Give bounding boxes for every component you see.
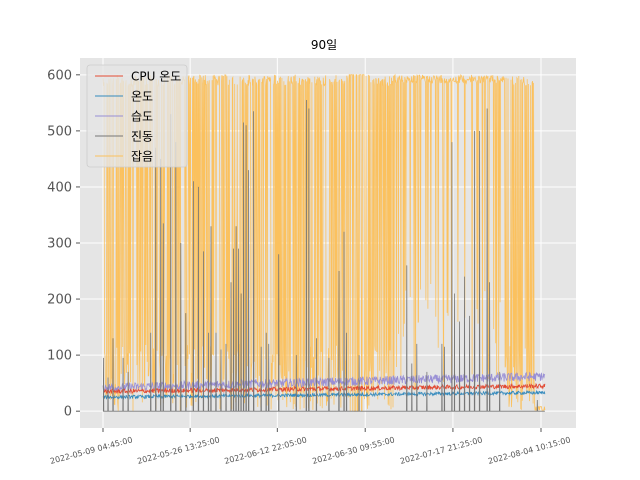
legend-label: CPU 온도 <box>131 70 181 84</box>
y-tick-label: 400 <box>47 180 72 195</box>
legend-label: 진동 <box>131 130 153 144</box>
x-tick-label: 2022-05-26 13:25:00 <box>136 435 220 466</box>
y-tick-label: 600 <box>47 68 72 83</box>
legend-box <box>86 64 188 168</box>
series-line-vibration <box>102 99 545 412</box>
series-line-cpu-temperature <box>102 382 546 395</box>
x-tick-label: 2022-08-04 10:15:00 <box>487 435 571 466</box>
y-tick-label: 0 <box>64 405 72 420</box>
y-tick-label: 500 <box>47 124 72 139</box>
x-tick-label: 2022-06-30 09:55:00 <box>311 435 395 466</box>
x-tick-label: 2022-06-12 22:05:00 <box>223 435 307 466</box>
y-tick-label: 300 <box>47 237 72 252</box>
y-tick-label: 200 <box>47 293 72 308</box>
legend-label: 습도 <box>131 110 153 124</box>
x-tick-label: 2022-05-09 04:45:00 <box>49 435 133 466</box>
y-tick-label: 100 <box>47 349 72 364</box>
x-axis: 2022-05-09 04:45:00 2022-05-26 13:25:00 20… <box>49 428 572 466</box>
legend-label: 온도 <box>131 90 153 104</box>
y-axis: 0 100 200 300 400 500 600 <box>47 68 80 420</box>
chart-title: 90일 <box>311 38 337 52</box>
x-tick-label: 2022-07-17 21:25:00 <box>399 435 483 466</box>
series-line-temperature <box>102 389 546 400</box>
legend-label: 잡음 <box>131 150 153 164</box>
series-line-humidity <box>102 371 546 393</box>
